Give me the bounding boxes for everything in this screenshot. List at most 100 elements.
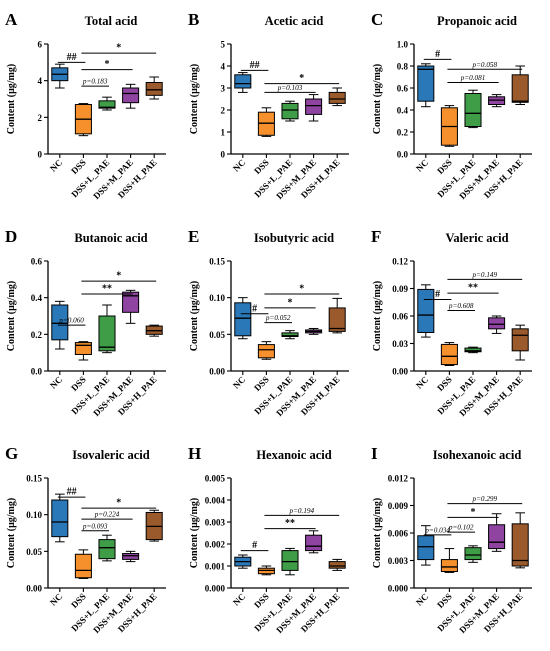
- box-body: [122, 291, 140, 313]
- x-tick-label: NC: [231, 374, 247, 390]
- box-nc: [417, 525, 435, 566]
- x-tick-label: DSS: [252, 157, 271, 176]
- y-tick-label: 0.6: [31, 257, 43, 267]
- panel-title: Isobutyric acid: [254, 231, 334, 245]
- box-nc: [51, 300, 69, 350]
- box-dss-m-pae: [305, 94, 323, 122]
- box-dss: [257, 565, 275, 576]
- box-body: [440, 343, 458, 366]
- box-body: [74, 553, 92, 579]
- box-dss-h-pae: [511, 65, 529, 105]
- y-axis-label: Content (μg/mg): [6, 281, 17, 351]
- significance-label: *: [116, 271, 121, 282]
- significance-label: p=0.081: [460, 74, 486, 82]
- x-tick-label: DSS: [435, 591, 454, 610]
- box-dss-m-pae: [122, 83, 140, 109]
- y-tick-label: 2: [38, 113, 43, 123]
- y-tick-label: 0.06: [392, 312, 408, 322]
- box-body: [511, 74, 529, 103]
- y-axis-label: Content (μg/mg): [372, 281, 383, 351]
- significance-label: p=0.183: [82, 78, 108, 86]
- panel-i: I Isohexanoic acid 0.000 0.003 0.006 0.009 0.0…: [371, 444, 532, 635]
- box-dss: [440, 548, 458, 573]
- significance-label: *: [471, 507, 476, 518]
- y-tick-label: 0.000: [205, 584, 226, 594]
- box-body: [234, 302, 252, 337]
- y-tick-label: 0.003: [205, 518, 226, 528]
- panel-title: Isovaleric acid: [72, 448, 149, 462]
- y-axis-label: Content (μg/mg): [189, 281, 200, 351]
- box-dss-l-pae: [464, 545, 482, 563]
- significance-label: p=0.058: [471, 61, 497, 69]
- box-dss-m-pae: [488, 513, 506, 552]
- y-tick-label: 0.10: [26, 510, 42, 520]
- box-nc: [234, 72, 252, 93]
- significance-label: p=0.299: [471, 495, 497, 503]
- box-dss-m-pae: [305, 327, 323, 335]
- box-body: [464, 547, 482, 561]
- significance-label: p=0.103: [277, 84, 303, 92]
- box-body: [328, 307, 346, 332]
- panel-title: Valeric acid: [445, 231, 508, 245]
- box-body: [328, 91, 346, 104]
- significance-label: p=0.093: [82, 522, 108, 530]
- significance-label: #: [252, 540, 257, 551]
- box-body: [51, 304, 69, 341]
- box-body: [417, 65, 435, 102]
- panel-f: F Valeric acid 0.00 0.03 0.06 0.09 0.12 Content…: [371, 227, 532, 418]
- box-nc: [234, 297, 252, 340]
- box-body: [98, 100, 116, 109]
- y-tick-label: 0.000: [388, 584, 409, 594]
- box-body: [98, 315, 116, 352]
- panel-h: H Hexanoic acid 0.000 0.001 0.002 0.003 0.004 0…: [188, 444, 349, 635]
- significance-label: p=0.102: [448, 524, 474, 532]
- box-body: [417, 288, 435, 333]
- y-tick-label: 0.15: [26, 474, 42, 484]
- significance-label: *: [299, 284, 304, 295]
- box-dss-l-pae: [281, 547, 299, 576]
- box-dss: [257, 341, 275, 360]
- x-tick-label: NC: [48, 157, 64, 173]
- x-tick-label: DSS: [252, 374, 271, 393]
- panel-title: Butanoic acid: [74, 231, 147, 245]
- panel-title: Hexanoic acid: [256, 448, 331, 462]
- y-tick-label: 0.0: [31, 367, 43, 377]
- box-body: [305, 98, 323, 115]
- box-dss-h-pae: [145, 324, 163, 337]
- box-dss: [440, 105, 458, 147]
- y-tick-label: 0.009: [388, 501, 409, 511]
- box-body: [122, 553, 140, 560]
- significance-label: #: [435, 289, 440, 300]
- box-body: [51, 499, 69, 538]
- significance-label: ##: [67, 487, 77, 498]
- box-nc: [51, 63, 69, 89]
- y-tick-label: 0.006: [388, 529, 409, 539]
- y-tick-label: 0.002: [205, 540, 226, 550]
- box-dss: [440, 342, 458, 366]
- y-tick-label: 2: [221, 106, 226, 116]
- y-axis-label: Content (μg/mg): [372, 498, 383, 568]
- box-body: [281, 102, 299, 120]
- panel-letter: I: [371, 444, 378, 463]
- y-tick-label: 0.0: [397, 150, 409, 160]
- y-tick-label: 0.00: [392, 367, 408, 377]
- box-body: [98, 539, 116, 560]
- box-body: [122, 87, 140, 104]
- panel-title: Propanoic acid: [437, 14, 517, 28]
- significance-label: **: [285, 518, 295, 529]
- y-tick-label: 4: [38, 76, 43, 86]
- significance-label: **: [102, 284, 112, 295]
- y-tick-label: 0.012: [388, 474, 409, 484]
- box-dss-l-pae: [98, 96, 116, 111]
- box-body: [328, 561, 346, 569]
- panel-letter: C: [371, 10, 383, 29]
- y-tick-label: 0.4: [397, 106, 409, 116]
- y-axis-label: Content (μg/mg): [372, 64, 383, 134]
- x-tick-label: NC: [414, 374, 430, 390]
- box-body: [464, 347, 482, 353]
- box-dss-h-pae: [328, 558, 346, 571]
- x-tick-label: DSS: [435, 157, 454, 176]
- y-tick-label: 0.00: [26, 584, 42, 594]
